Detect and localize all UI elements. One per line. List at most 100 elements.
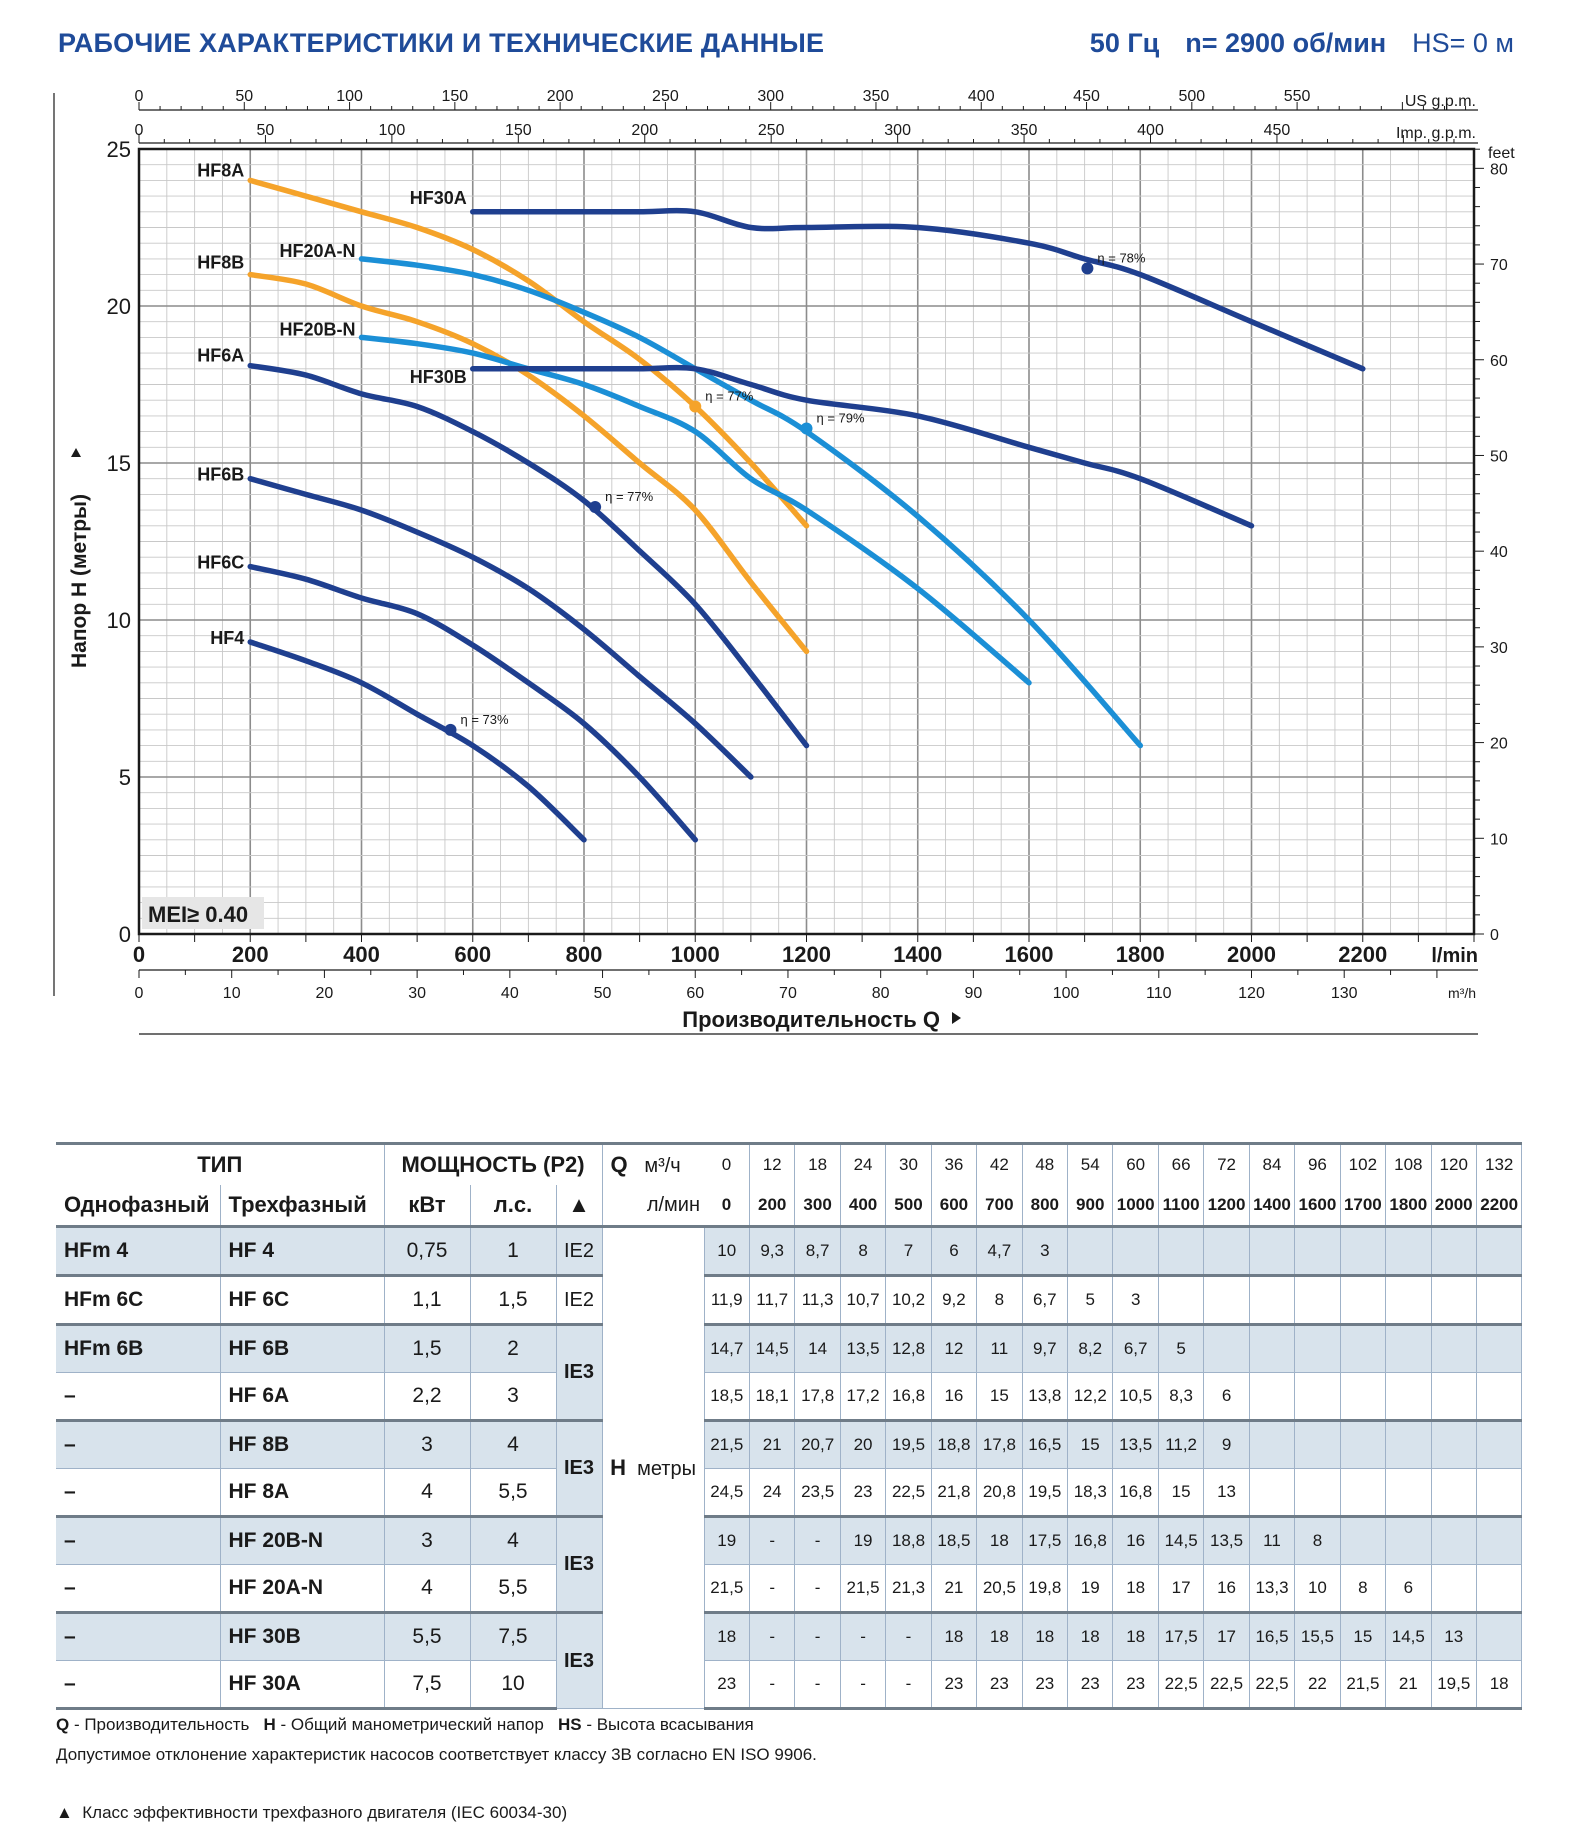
x-tick-label-imp-gpm: 300 [884,122,911,139]
x-unit-m3h: m³/h [1448,985,1476,1001]
x-tick-label-us-gpm: 200 [547,88,574,105]
q-m3h-4: 30 [885,1142,932,1185]
x-tick-label-imp-gpm: 350 [1011,122,1038,139]
head-value: 18,8 [931,1419,978,1469]
curve-hf8b [247,271,810,655]
head-value [1294,1323,1341,1373]
head-value: - [840,1611,887,1661]
ie-class: IE2 [556,1225,603,1276]
q-m3h-2: 18 [794,1142,841,1185]
head-value: 18 [931,1611,978,1661]
head-value: 23 [976,1660,1023,1710]
single-phase-model: – [56,1419,221,1469]
power-hp: 1,5 [470,1274,557,1325]
curve-hf20b-n [358,334,1032,686]
table-row: – HF 8A 4 5,5 24,5 24 23,5 23 22,5 21,8 20,8 19,5 18… [56,1468,1523,1517]
table-row: HFm 6C HF 6C 1,1 1,5 IE2 11,9 11,7 11,3 10,7 10,2… [56,1274,1523,1325]
head-value [1294,1225,1341,1276]
head-value: 21,8 [931,1468,978,1517]
x-tick-label-lpm: 0 [133,942,145,967]
efficiency-point [589,500,602,513]
head-value: 15 [1340,1611,1387,1661]
head-value: 4,7 [976,1225,1023,1276]
curve-label-hf8b: HF8B [197,253,244,273]
head-value [1476,1468,1523,1517]
power-kw: 3 [384,1515,471,1565]
head-value: - [885,1660,932,1710]
q-m3h-5: 36 [931,1142,978,1185]
head-value [1294,1274,1341,1325]
head-value [1476,1372,1523,1421]
x-tick-label-lpm: 1800 [1116,942,1165,967]
ie-class-text: Класс эффективности трехфазного двигател… [82,1803,568,1822]
head-value: 13,5 [1112,1419,1159,1469]
head-value: 9,3 [749,1225,796,1276]
head-value: 23 [1022,1660,1069,1710]
head-value [1431,1515,1477,1565]
power-header: МОЩНОСТЬ (P2) [384,1142,603,1185]
footnote-ie-class: ▲ Класс эффективности трехфазного двигат… [56,1803,567,1823]
head-value: 20,5 [976,1564,1023,1613]
head-value: 12 [931,1323,978,1373]
head-value [1158,1225,1205,1276]
head-value: 23,5 [794,1468,841,1517]
head-value [1249,1323,1296,1373]
q-lmin-7: 800 [1022,1185,1069,1228]
head-value: - [794,1515,841,1565]
x-tick-label-m3h: 110 [1146,985,1172,1002]
head-value [1249,1225,1296,1276]
head-value: 21,5 [704,1419,750,1469]
head-value [1476,1564,1523,1613]
head-value: 10 [1294,1564,1341,1613]
head-value: 17,5 [1158,1611,1205,1661]
curve-hf30b [470,364,1255,529]
q-lmin-10: 1100 [1158,1185,1205,1228]
head-value: 12,2 [1067,1372,1114,1421]
head-value: 21,5 [1340,1660,1387,1710]
head-value: - [749,1660,796,1710]
head-value [1431,1323,1477,1373]
y-tick-label-feet: 30 [1490,640,1508,657]
y-tick-label-feet: 20 [1490,736,1508,753]
ie-marker: ▲ [56,1803,73,1822]
head-value: 3 [1022,1225,1069,1276]
head-value [1340,1419,1387,1469]
head-value [1431,1274,1477,1325]
head-value: 11 [976,1323,1023,1373]
x-tick-label-us-gpm: 400 [968,88,995,105]
head-value: 18,3 [1067,1468,1114,1517]
head-value: 6 [1385,1564,1432,1613]
q-m3h-11: 72 [1203,1142,1250,1185]
single-phase-model: – [56,1468,221,1517]
head-value: 21 [931,1564,978,1613]
curve-label-hf20b-n: HF20B-N [279,319,355,339]
head-value: 13,5 [1203,1515,1250,1565]
y-tick-label: 25 [107,137,131,162]
three-phase-model: HF 30B [220,1611,385,1661]
head-value [1340,1515,1387,1565]
head-value: 3 [1112,1274,1159,1325]
head-value: 6,7 [1022,1274,1069,1325]
x-tick-label-us-gpm: 450 [1073,88,1100,105]
efficiency-label: η = 77% [705,388,754,403]
q-m3h-12: 84 [1249,1142,1296,1185]
technical-data-table: ТИП МОЩНОСТЬ (P2) Q м³/ч 0 12 18 24 30 3… [56,1142,1523,1710]
x-tick-label-imp-gpm: 150 [505,122,532,139]
header-specs: 50 Гц n= 2900 об/мин HS= 0 м [1090,28,1514,59]
head-value: 11,2 [1158,1419,1205,1469]
head-value: 21,5 [840,1564,887,1613]
x-tick-label-us-gpm: 550 [1284,88,1311,105]
head-value: 16 [1112,1515,1159,1565]
mei-badge-box [142,897,264,929]
ie-class: IE3 [556,1611,603,1709]
q-symbol: Q [610,1152,628,1177]
q-m3h-8: 54 [1067,1142,1114,1185]
head-value: 9,2 [931,1274,978,1325]
head-value: 24 [749,1468,796,1517]
curve-label-hf20a-n: HF20A-N [279,241,355,261]
head-value [1385,1323,1432,1373]
x-tick-label-us-gpm: 300 [757,88,784,105]
y-tick-label: 10 [107,608,131,633]
x-tick-label-us-gpm: 0 [135,88,144,105]
head-value: 18 [976,1515,1023,1565]
